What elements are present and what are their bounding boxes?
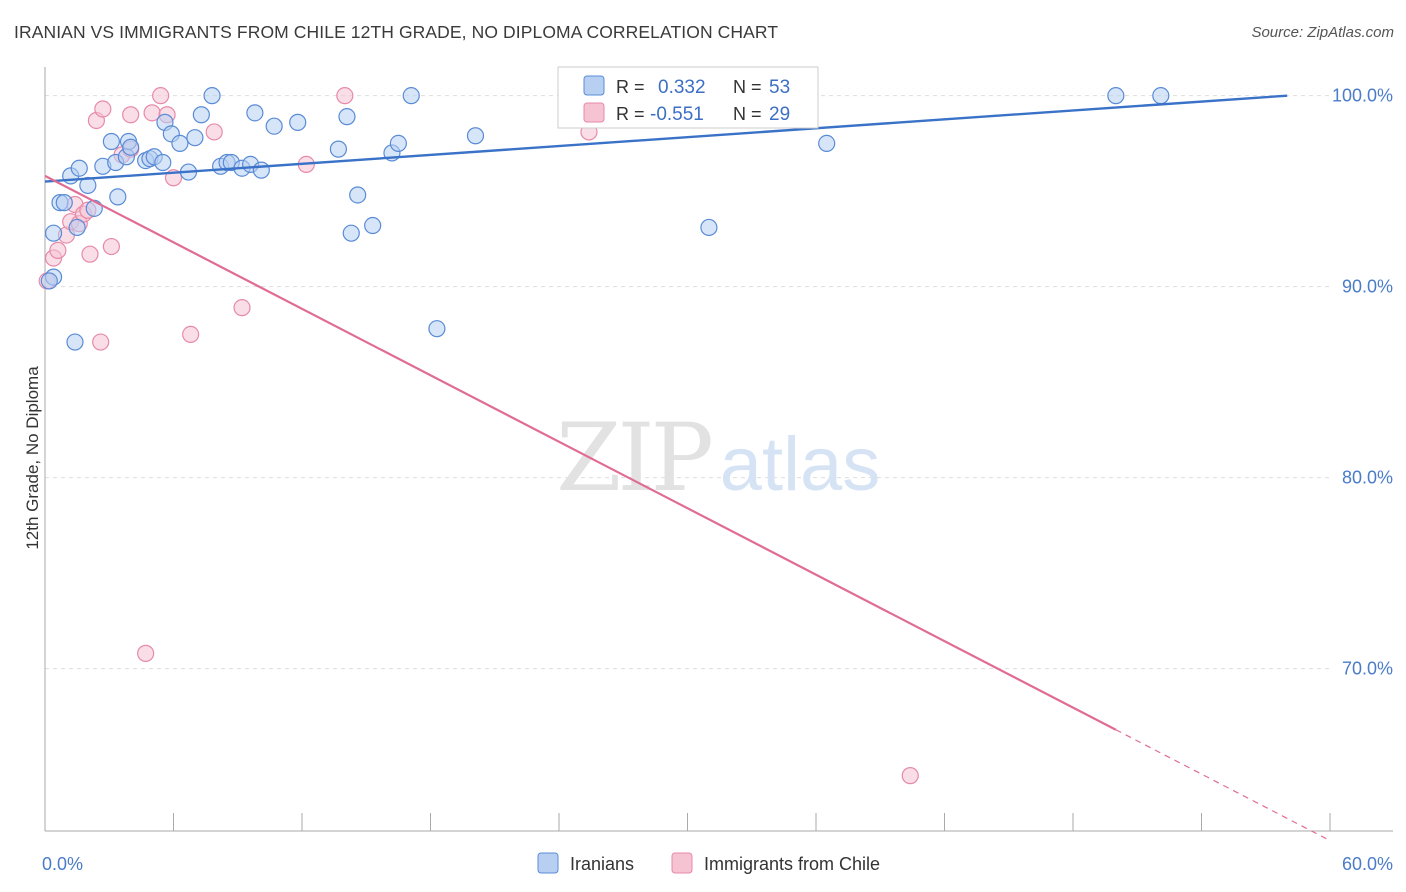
y-axis-label: 12th Grade, No Diploma bbox=[23, 366, 42, 550]
iranian-point bbox=[364, 216, 382, 235]
chile-point bbox=[233, 299, 251, 317]
iranian-point bbox=[402, 87, 420, 105]
iranian-point bbox=[171, 134, 189, 152]
iranian-point bbox=[79, 176, 97, 195]
grid-lines bbox=[45, 95, 1330, 670]
chile-point bbox=[182, 325, 200, 343]
bottom-legend-label-iranians: Iranians bbox=[570, 854, 634, 874]
chile-point bbox=[901, 767, 919, 785]
watermark-atlas: atlas bbox=[720, 422, 881, 507]
legend-r-value-iranians: 0.332 bbox=[658, 77, 706, 98]
iranian-point bbox=[329, 140, 348, 158]
bottom-legend-swatch-chile bbox=[671, 852, 693, 874]
iranian-point bbox=[66, 333, 84, 351]
watermark: ZIP atlas bbox=[556, 404, 880, 513]
chile-point bbox=[205, 123, 223, 141]
y-tick-label: 90.0% bbox=[1342, 277, 1393, 297]
chile-point bbox=[92, 333, 110, 351]
iranian-point bbox=[818, 134, 836, 152]
x-tick-labels: 0.0% 60.0% bbox=[42, 854, 1393, 874]
iranian-point bbox=[466, 127, 485, 145]
bottom-legend-label-chile: Immigrants from Chile bbox=[704, 854, 880, 874]
trend-lines bbox=[44, 94, 1331, 842]
iranian-point bbox=[1152, 87, 1170, 105]
chart-title: IRANIAN VS IMMIGRANTS FROM CHILE 12TH GR… bbox=[14, 22, 779, 42]
legend-box: R = 0.332 N = 53 R = -0.551 N = 29 bbox=[557, 66, 819, 129]
iranian-point bbox=[55, 194, 73, 212]
iranian-point bbox=[186, 129, 204, 147]
iranian-point bbox=[109, 188, 127, 206]
iranian-point bbox=[342, 224, 360, 242]
y-tick-label: 80.0% bbox=[1342, 468, 1393, 488]
bottom-legend-swatch-iranians bbox=[537, 852, 559, 874]
iranian-point bbox=[192, 106, 210, 124]
legend-r-label: R = bbox=[616, 104, 645, 124]
chile-point bbox=[152, 87, 170, 105]
iranian-point bbox=[289, 113, 307, 131]
chile-point bbox=[94, 100, 112, 118]
chile-point bbox=[81, 245, 99, 263]
iranian-point bbox=[154, 153, 172, 172]
legend-n-label: N = bbox=[733, 104, 762, 124]
legend-r-label: R = bbox=[616, 77, 645, 97]
iranian-point bbox=[1107, 87, 1125, 105]
y-tick-labels: 70.0% 80.0% 90.0% 100.0% bbox=[1332, 86, 1393, 679]
legend-r-value-chile: -0.551 bbox=[650, 104, 704, 125]
legend-n-value-chile: 29 bbox=[769, 104, 790, 125]
iranian-point bbox=[700, 218, 718, 237]
legend-n-label: N = bbox=[733, 77, 762, 97]
iranian-point bbox=[389, 134, 407, 152]
watermark-zip: ZIP bbox=[556, 404, 710, 513]
bottom-legend: Iranians Immigrants from Chile bbox=[537, 852, 880, 874]
iranian-point bbox=[68, 218, 86, 237]
trend-line-chile bbox=[44, 174, 1117, 731]
iranian-point bbox=[122, 138, 140, 156]
chile-point bbox=[122, 106, 140, 124]
iranian-point bbox=[338, 108, 356, 126]
x-tick-label: 0.0% bbox=[42, 854, 83, 874]
legend-n-value-iranians: 53 bbox=[769, 77, 790, 98]
legend-swatch-iranians bbox=[583, 75, 605, 96]
iranian-point bbox=[40, 272, 58, 290]
y-tick-label: 100.0% bbox=[1332, 86, 1393, 106]
axes bbox=[44, 67, 1393, 832]
iranian-point bbox=[203, 87, 221, 105]
iranian-point bbox=[44, 224, 63, 242]
y-tick-label: 70.0% bbox=[1342, 659, 1393, 679]
iranian-point bbox=[265, 117, 283, 135]
chile-point bbox=[137, 644, 155, 662]
iranian-point bbox=[70, 159, 88, 177]
trend-line-iranians bbox=[44, 94, 1288, 183]
iranian-point bbox=[349, 186, 367, 204]
chart-source: Source: ZipAtlas.com bbox=[1251, 24, 1394, 41]
iranian-point bbox=[85, 199, 103, 217]
iranian-point bbox=[102, 132, 120, 151]
x-tick-label: 60.0% bbox=[1342, 854, 1393, 874]
iranian-point bbox=[428, 320, 446, 338]
trend-line-chile-extension bbox=[1115, 729, 1331, 842]
iranian-point bbox=[246, 104, 264, 122]
chile-point bbox=[336, 87, 354, 105]
legend-swatch-chile bbox=[583, 102, 605, 123]
chile-point bbox=[102, 237, 120, 256]
chile-point bbox=[49, 241, 67, 259]
iranian-point bbox=[252, 161, 270, 179]
